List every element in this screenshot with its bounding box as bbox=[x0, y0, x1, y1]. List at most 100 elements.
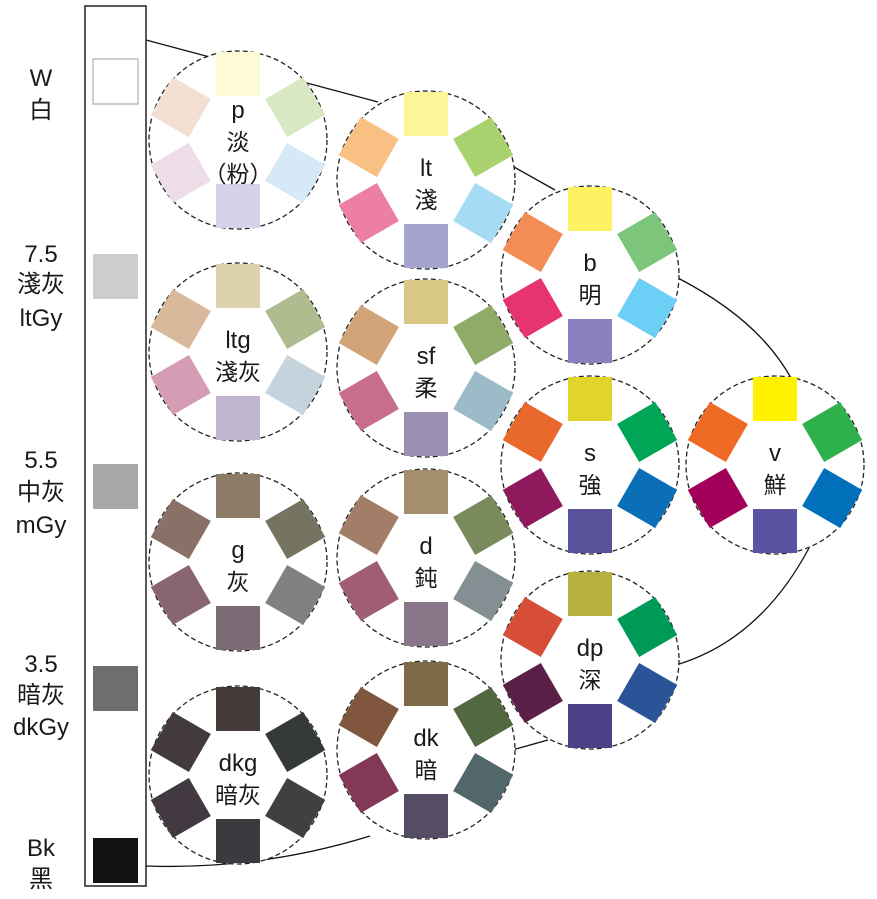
gray-label-text: Bk bbox=[27, 835, 56, 862]
tone-color-swatch bbox=[150, 76, 211, 138]
tone-code-label: s bbox=[584, 440, 596, 467]
tone-color-swatch bbox=[216, 606, 260, 650]
tone-color-swatch bbox=[502, 467, 563, 529]
tone-color-swatch bbox=[338, 752, 399, 814]
tone-color-swatch bbox=[338, 116, 399, 178]
tone-color-swatch bbox=[617, 211, 678, 273]
tone-color-swatch bbox=[265, 288, 326, 350]
tone-circle-p: p淡 （粉） bbox=[148, 50, 328, 230]
tone-color-swatch bbox=[568, 187, 612, 231]
gray-label-text: mGy bbox=[16, 512, 67, 539]
tone-code-label: lt bbox=[420, 155, 432, 182]
tone-color-swatch bbox=[150, 288, 211, 350]
tone-color-swatch bbox=[453, 304, 514, 366]
tone-color-swatch bbox=[568, 509, 612, 553]
tone-color-swatch bbox=[404, 794, 448, 838]
gray-swatch bbox=[93, 464, 138, 509]
tone-circle-v: v鮮 bbox=[685, 375, 865, 555]
tone-color-swatch bbox=[568, 704, 612, 748]
tone-color-swatch bbox=[338, 494, 399, 556]
tone-color-swatch bbox=[453, 370, 514, 432]
tone-color-swatch bbox=[502, 211, 563, 273]
tone-color-swatch bbox=[150, 354, 211, 416]
gray-swatch bbox=[93, 838, 138, 883]
tone-color-swatch bbox=[150, 142, 211, 204]
tone-color-swatch bbox=[502, 662, 563, 724]
tone-color-swatch bbox=[453, 116, 514, 178]
tone-circle-ltg: ltg 淺灰 bbox=[148, 262, 328, 442]
tone-circle-dkg: dkg 暗灰 bbox=[148, 685, 328, 865]
tone-circle-dp: dp 深 bbox=[500, 570, 680, 750]
tone-code-label: g bbox=[231, 537, 244, 564]
tone-name-label: 灰 bbox=[227, 569, 250, 595]
tone-color-swatch bbox=[338, 370, 399, 432]
tone-color-swatch bbox=[265, 711, 326, 773]
gray-label-text: 黑 bbox=[29, 866, 53, 893]
tone-color-swatch bbox=[150, 564, 211, 626]
tone-color-swatch bbox=[502, 596, 563, 658]
tone-color-swatch bbox=[216, 819, 260, 863]
tone-name-label: 淺灰 bbox=[215, 359, 261, 385]
tone-color-swatch bbox=[338, 686, 399, 748]
tone-color-swatch bbox=[453, 494, 514, 556]
gray-label-text: 白 bbox=[29, 97, 53, 124]
tone-name-label: 柔 bbox=[415, 375, 438, 401]
tone-circle-g: g灰 bbox=[148, 472, 328, 652]
tone-color-swatch bbox=[502, 277, 563, 339]
tone-color-swatch bbox=[150, 711, 211, 773]
tone-code-label: sf bbox=[417, 343, 436, 370]
tone-color-swatch bbox=[404, 662, 448, 706]
tone-color-swatch bbox=[568, 319, 612, 363]
tone-color-swatch bbox=[216, 52, 260, 96]
tone-name-label: 強 bbox=[579, 472, 602, 498]
tone-color-swatch bbox=[453, 752, 514, 814]
tone-name-label: 暗 bbox=[415, 757, 438, 783]
tone-color-swatch bbox=[216, 184, 260, 228]
tone-name-label: 暗灰 bbox=[215, 782, 261, 808]
tone-circle-sf: sf 柔 bbox=[336, 278, 516, 458]
boundary-line bbox=[675, 276, 793, 381]
tone-code-label: dp bbox=[577, 635, 604, 662]
tone-color-swatch bbox=[265, 142, 326, 204]
gray-label-text: dkGy bbox=[13, 714, 69, 741]
gray-swatch bbox=[93, 254, 138, 299]
tone-color-swatch bbox=[502, 401, 563, 463]
tone-color-swatch bbox=[150, 498, 211, 560]
tone-color-swatch bbox=[338, 304, 399, 366]
tone-color-swatch bbox=[617, 467, 678, 529]
tone-color-swatch bbox=[265, 498, 326, 560]
tone-code-label: v bbox=[769, 440, 781, 467]
tone-code-label: b bbox=[583, 250, 596, 277]
tone-color-swatch bbox=[404, 224, 448, 268]
tone-name-label: 明 bbox=[579, 282, 602, 308]
tone-color-swatch bbox=[617, 596, 678, 658]
tone-color-swatch bbox=[617, 401, 678, 463]
tone-name-label: 鈍 bbox=[415, 565, 438, 591]
gray-swatch bbox=[92, 58, 139, 105]
tone-color-swatch bbox=[453, 560, 514, 622]
tone-color-swatch bbox=[265, 777, 326, 839]
tone-color-swatch bbox=[617, 662, 678, 724]
tone-circle-lt: lt 淺 bbox=[336, 90, 516, 270]
tone-color-swatch bbox=[753, 377, 797, 421]
tone-color-swatch bbox=[617, 277, 678, 339]
tone-color-swatch bbox=[404, 280, 448, 324]
gray-label-text: 3.5 bbox=[24, 651, 57, 678]
tone-code-label: dkg bbox=[219, 750, 258, 777]
tone-name-label: 淡 bbox=[227, 129, 250, 155]
tone-name-label: 深 bbox=[579, 667, 602, 693]
tone-color-swatch bbox=[338, 560, 399, 622]
gray-label-text: 中灰 bbox=[17, 479, 65, 506]
tone-color-swatch bbox=[265, 564, 326, 626]
tone-circle-s: s強 bbox=[500, 375, 680, 555]
tone-code-label: ltg bbox=[225, 327, 250, 354]
tone-color-swatch bbox=[802, 467, 863, 529]
gray-label-text: 暗灰 bbox=[17, 682, 65, 709]
boundary-line bbox=[675, 547, 810, 666]
tone-code-label: d bbox=[419, 533, 432, 560]
tone-color-swatch bbox=[338, 182, 399, 244]
tone-color-swatch bbox=[404, 92, 448, 136]
gray-scale-bar bbox=[84, 5, 147, 887]
gray-label-text: 5.5 bbox=[24, 447, 57, 474]
tone-color-swatch bbox=[404, 470, 448, 514]
